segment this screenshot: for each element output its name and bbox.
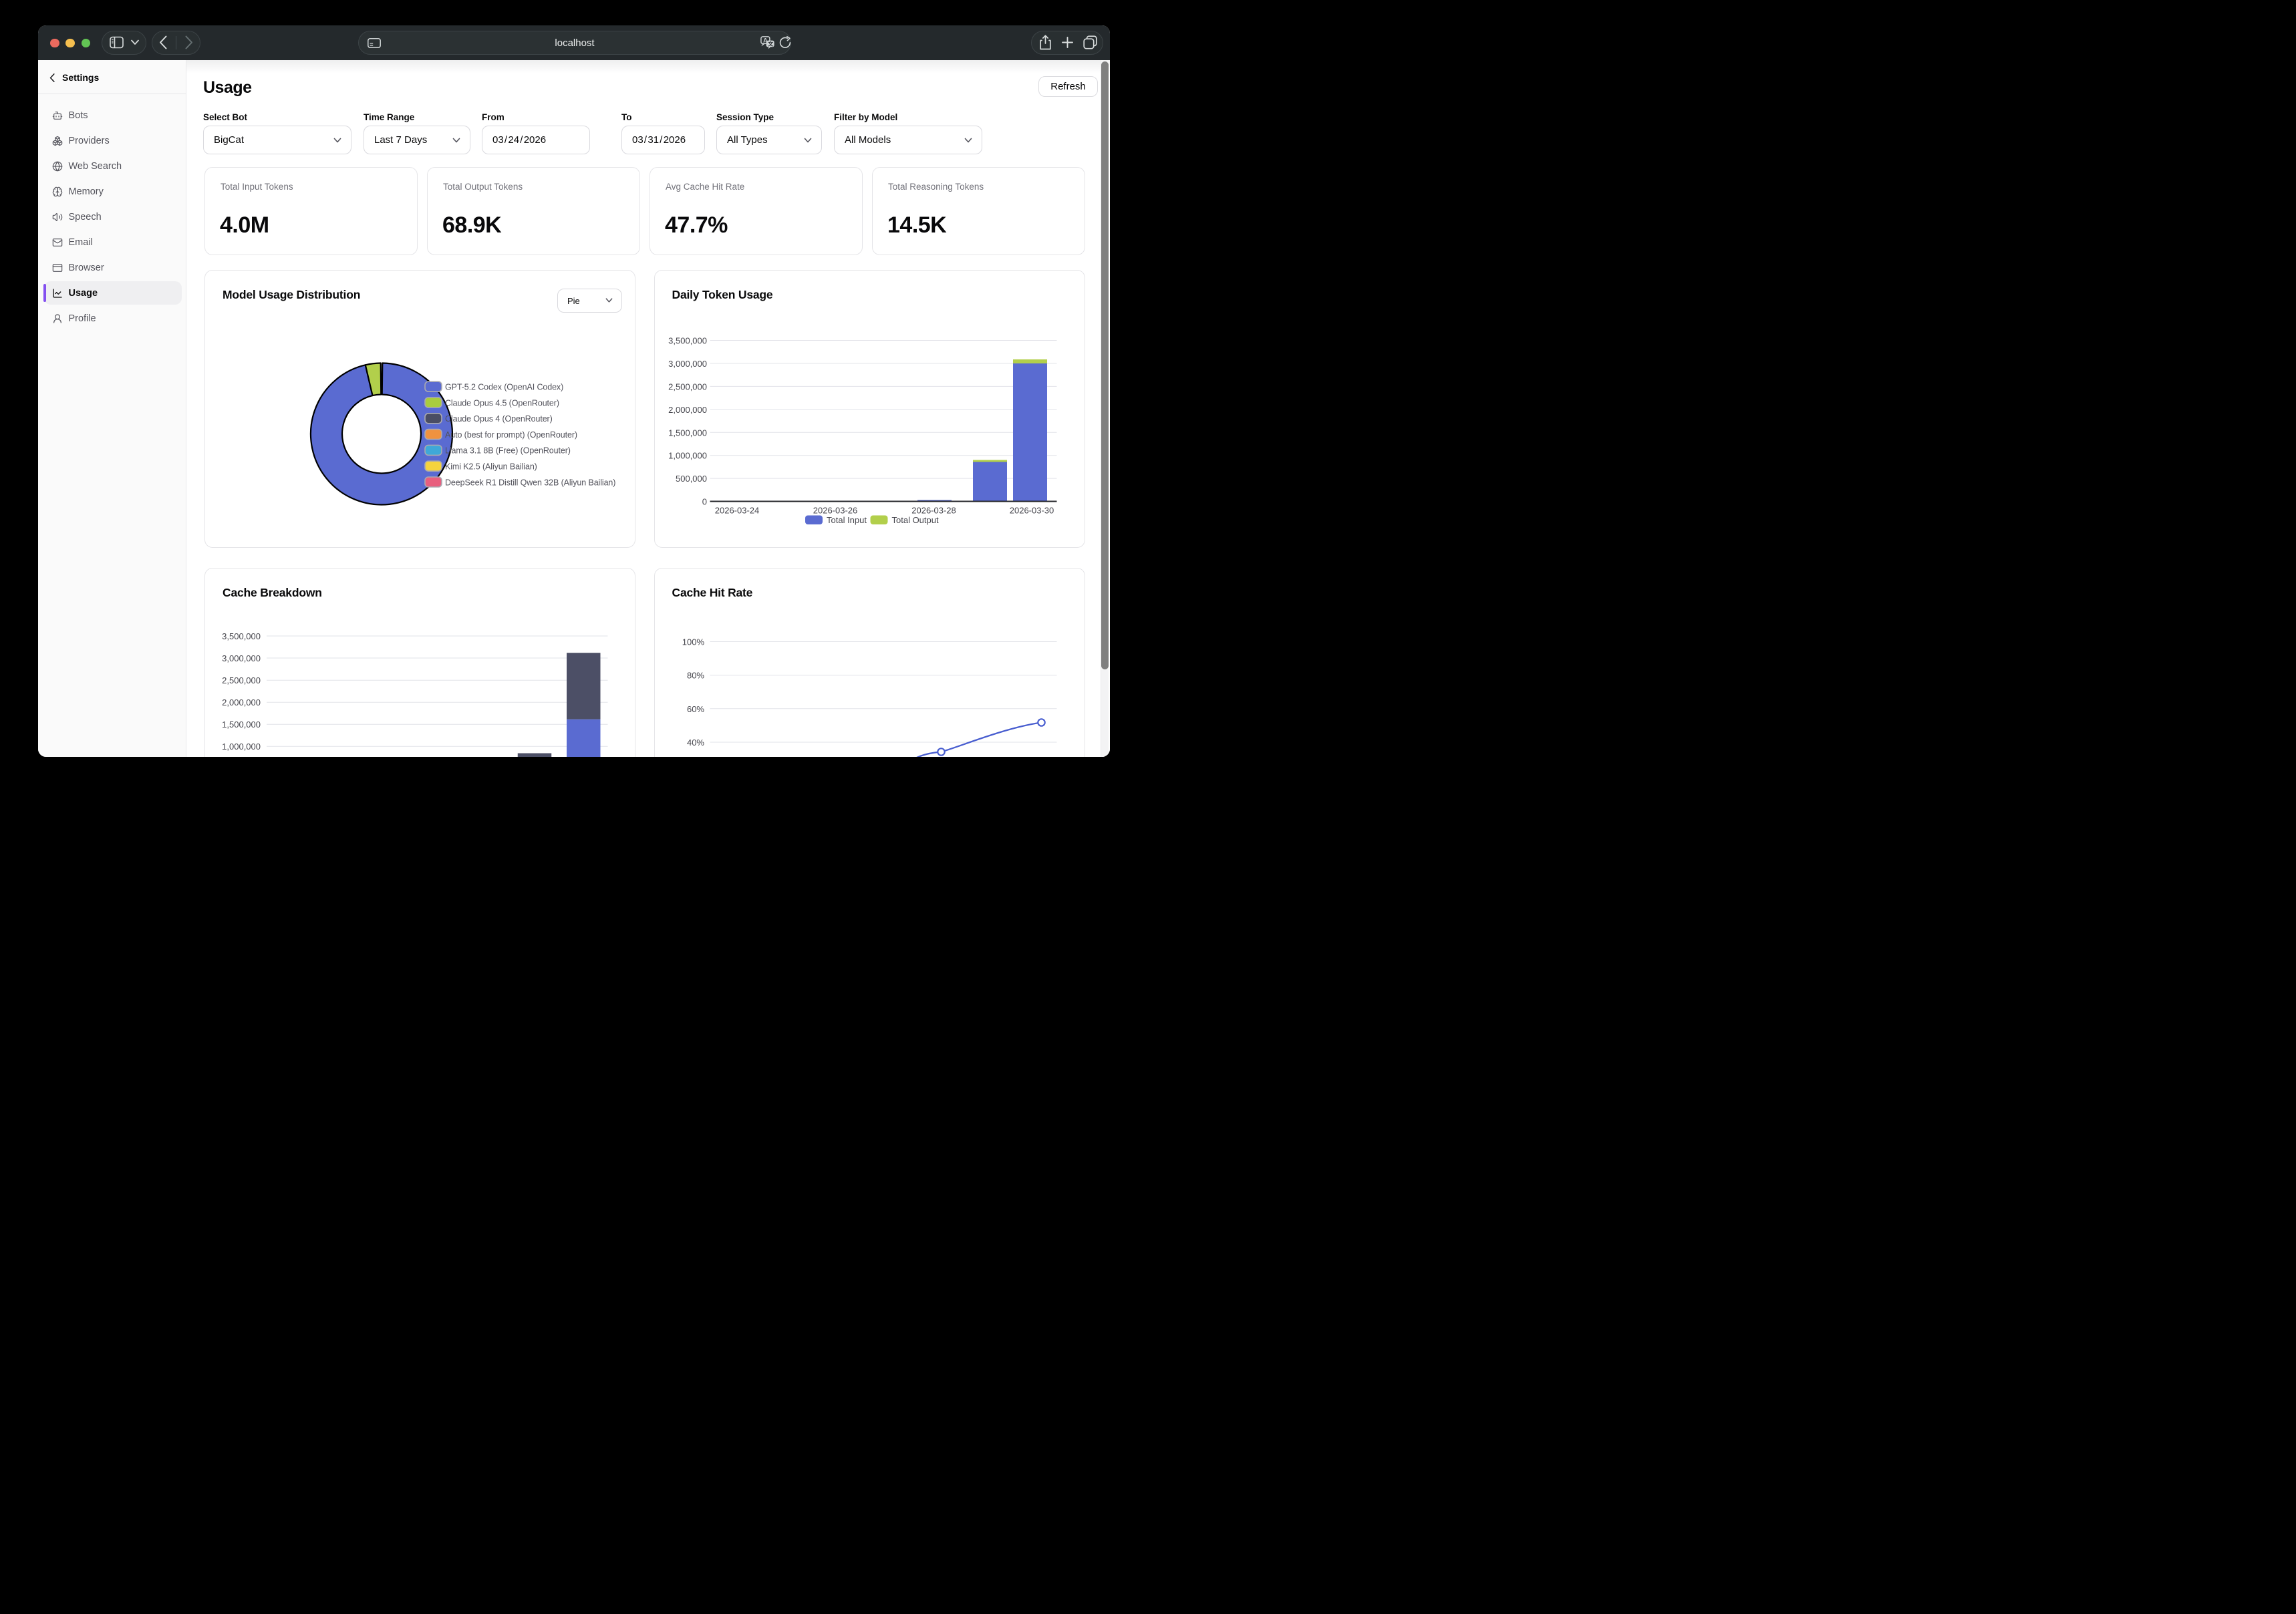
- svg-text:1,500,000: 1,500,000: [222, 719, 261, 730]
- svg-text:Auto (best for prompt) (OpenRo: Auto (best for prompt) (OpenRouter): [445, 430, 577, 440]
- svg-text:3,000,000: 3,000,000: [222, 653, 261, 663]
- svg-text:2,000,000: 2,000,000: [668, 405, 707, 415]
- svg-text:GPT-5.2 Codex (OpenAI Codex): GPT-5.2 Codex (OpenAI Codex): [445, 383, 563, 392]
- svg-text:文: 文: [768, 40, 774, 47]
- svg-text:Total Input: Total Input: [827, 515, 867, 525]
- svg-text:100%: 100%: [682, 637, 704, 647]
- svg-text:40%: 40%: [686, 738, 704, 748]
- svg-text:Claude Opus 4 (OpenRouter): Claude Opus 4 (OpenRouter): [445, 414, 553, 424]
- svg-text:A: A: [763, 37, 768, 43]
- svg-text:2,000,000: 2,000,000: [222, 697, 261, 707]
- svg-text:2026-03-30: 2026-03-30: [1009, 506, 1054, 516]
- svg-text:60%: 60%: [686, 703, 704, 713]
- svg-text:1,000,000: 1,000,000: [222, 742, 261, 752]
- svg-text:Total Output: Total Output: [891, 515, 938, 525]
- svg-text:80%: 80%: [686, 670, 704, 680]
- svg-text:0: 0: [702, 497, 706, 507]
- svg-text:2,500,000: 2,500,000: [668, 381, 707, 391]
- svg-text:1,000,000: 1,000,000: [668, 451, 707, 461]
- svg-text:Llama 3.1 8B (Free) (OpenRoute: Llama 3.1 8B (Free) (OpenRouter): [445, 446, 571, 456]
- svg-text:2026-03-24: 2026-03-24: [714, 506, 759, 516]
- svg-text:2,500,000: 2,500,000: [222, 675, 261, 685]
- svg-text:1,500,000: 1,500,000: [668, 428, 707, 438]
- svg-text:Claude Opus 4.5 (OpenRouter): Claude Opus 4.5 (OpenRouter): [445, 398, 559, 408]
- svg-text:Kimi K2.5 (Aliyun Bailian): Kimi K2.5 (Aliyun Bailian): [445, 462, 537, 472]
- svg-text:3,500,000: 3,500,000: [668, 336, 707, 346]
- svg-text:2026-03-26: 2026-03-26: [813, 506, 857, 516]
- svg-text:500,000: 500,000: [676, 474, 707, 484]
- svg-text:3,000,000: 3,000,000: [668, 359, 707, 369]
- svg-text:DeepSeek R1 Distill Qwen 32B (: DeepSeek R1 Distill Qwen 32B (Aliyun Bai…: [445, 478, 615, 487]
- svg-text:2026-03-28: 2026-03-28: [911, 506, 956, 516]
- svg-text:3,500,000: 3,500,000: [222, 631, 261, 641]
